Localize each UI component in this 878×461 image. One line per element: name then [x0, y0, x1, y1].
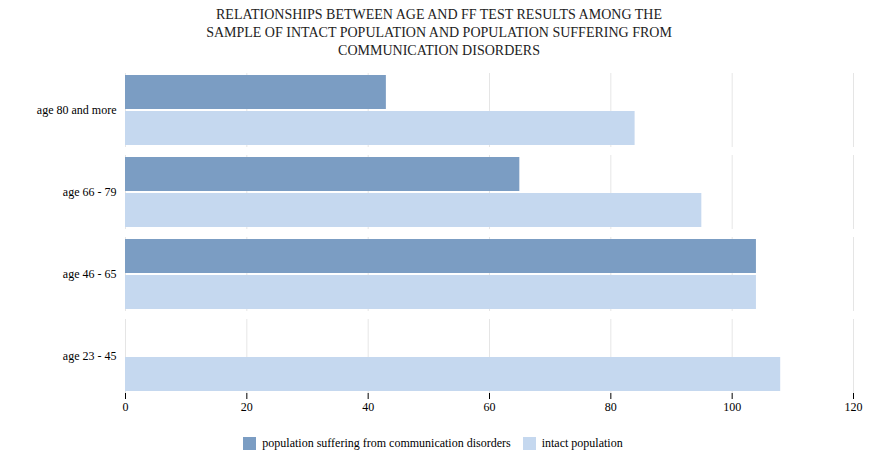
svg-text:100: 100: [723, 400, 741, 414]
svg-text:0: 0: [123, 400, 129, 414]
svg-text:80: 80: [605, 400, 617, 414]
svg-text:120: 120: [845, 400, 863, 414]
svg-text:20: 20: [241, 400, 253, 414]
svg-text:age 46 - 65: age 46 - 65: [63, 267, 117, 281]
svg-text:age 66 - 79: age 66 - 79: [63, 185, 117, 199]
html-text:population suffering from comm: population suffering from communication …: [262, 436, 511, 450]
svg-text:age 23 - 45: age 23 - 45: [63, 349, 117, 363]
svg-text:age 80 and more: age 80 and more: [37, 103, 117, 117]
svg-text:60: 60: [484, 400, 496, 414]
svg-text:40: 40: [362, 400, 374, 414]
html-text:intact population: intact population: [541, 436, 623, 450]
html-text:RELATIONSHIPS BETWEEN AGE AND: RELATIONSHIPS BETWEEN AGE AND FF TEST RE…: [206, 7, 672, 58]
